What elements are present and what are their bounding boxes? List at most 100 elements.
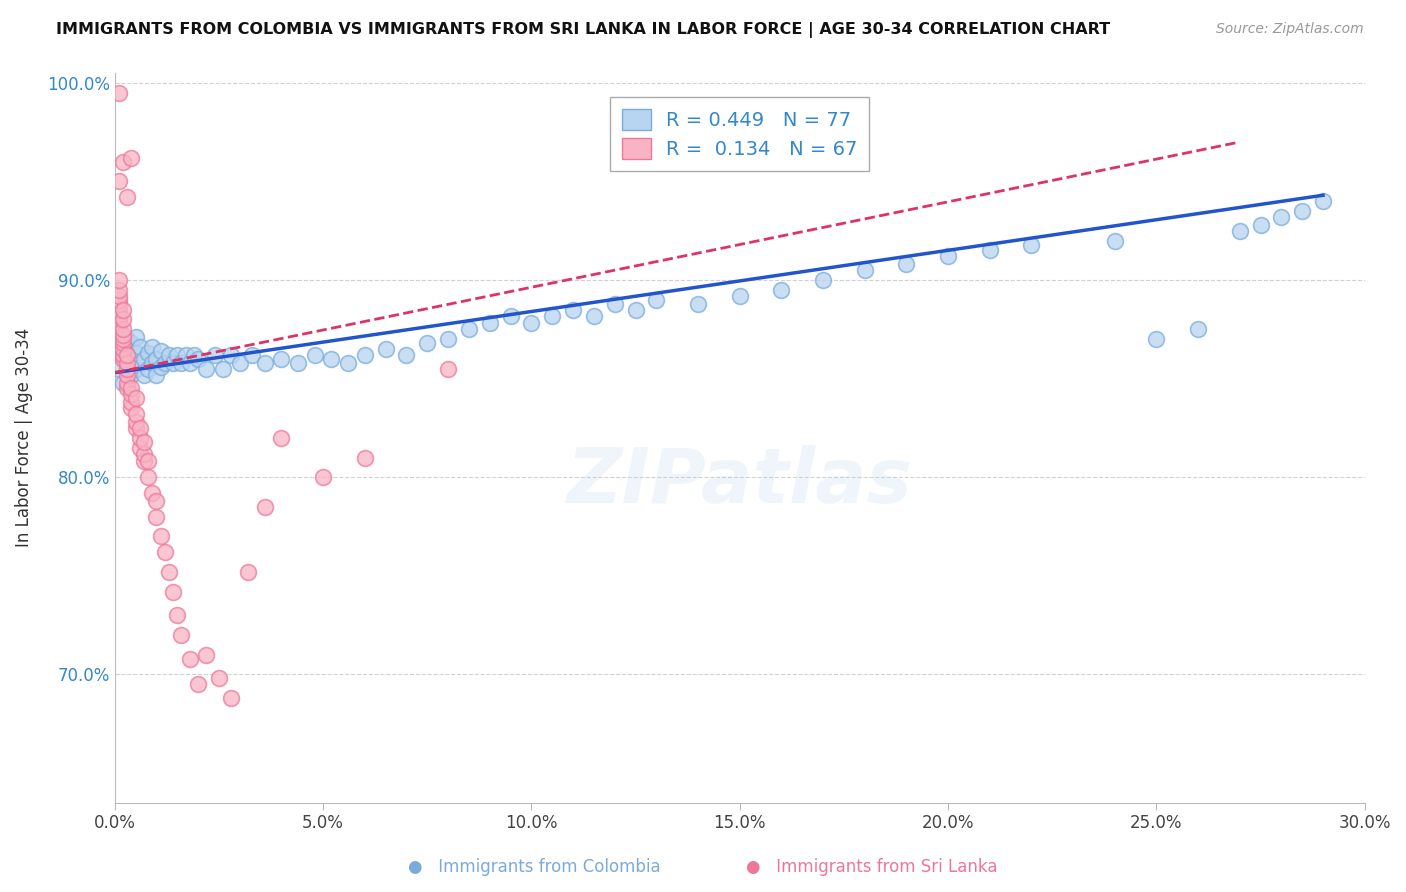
Point [132,446,155,460]
Point [187,351,209,366]
Point [108,296,131,310]
Point [108,273,131,287]
Point [124,361,146,376]
Point [112,348,135,362]
Point [145,509,167,524]
Point [187,677,209,691]
Point [117,376,139,390]
Point [195,648,218,662]
Point [132,434,155,449]
Point [112,342,135,356]
Point [1291,204,1313,219]
Text: ZIPatlas: ZIPatlas [567,444,912,518]
Point [478,317,501,331]
Point [108,86,131,100]
Point [688,296,710,310]
Point [195,361,218,376]
Point [128,356,150,370]
Y-axis label: In Labor Force | Age 30-34: In Labor Force | Age 30-34 [15,328,32,548]
Point [170,628,193,642]
Point [112,322,135,336]
Point [728,289,751,303]
Point [236,565,259,579]
Point [416,336,439,351]
Point [229,356,252,370]
Point [312,470,335,484]
Point [149,529,172,543]
Point [270,351,292,366]
Point [162,584,184,599]
Point [117,348,139,362]
Point [112,302,135,317]
Point [162,356,184,370]
Point [108,309,131,323]
Point [437,361,460,376]
Point [108,283,131,297]
Point [128,441,150,455]
Point [124,392,146,406]
Point [108,322,131,336]
Point [136,454,159,468]
Point [337,356,360,370]
Point [304,348,326,362]
Point [204,348,226,362]
Point [253,356,276,370]
Point [166,608,188,623]
Point [270,431,292,445]
Point [979,244,1001,258]
Point [136,470,159,484]
Point [166,348,188,362]
Point [108,302,131,317]
Point [120,387,142,401]
Point [221,691,243,706]
Point [853,263,876,277]
Point [128,340,150,354]
Point [321,351,343,366]
Point [112,348,135,362]
Point [117,382,139,396]
Point [499,309,522,323]
Point [112,336,135,351]
Point [120,351,142,366]
Point [287,356,309,370]
Point [117,361,139,376]
Point [582,309,605,323]
Point [374,342,396,356]
Text: IMMIGRANTS FROM COLOMBIA VS IMMIGRANTS FROM SRI LANKA IN LABOR FORCE | AGE 30-34: IMMIGRANTS FROM COLOMBIA VS IMMIGRANTS F… [56,22,1111,38]
Point [770,283,793,297]
Point [108,312,131,326]
Point [603,296,626,310]
Point [179,651,201,665]
Point [117,368,139,382]
Point [108,293,131,307]
Point [112,154,135,169]
Point [128,431,150,445]
Point [153,545,176,559]
Point [117,342,139,356]
Point [120,151,142,165]
Point [112,312,135,326]
Point [179,356,201,370]
Point [112,351,135,366]
Point [253,500,276,514]
Point [149,344,172,359]
Point [117,356,139,370]
Point [117,332,139,346]
Point [936,249,959,263]
Point [136,346,159,360]
Point [520,317,543,331]
Point [108,289,131,303]
Point [108,332,131,346]
Point [124,407,146,421]
Point [157,565,180,579]
Point [1104,234,1126,248]
Point [353,348,375,362]
Point [170,356,193,370]
Point [353,450,375,465]
Point [136,361,159,376]
Point [145,351,167,366]
Point [108,317,131,331]
Point [120,401,142,416]
Point [117,190,139,204]
Point [1021,237,1043,252]
